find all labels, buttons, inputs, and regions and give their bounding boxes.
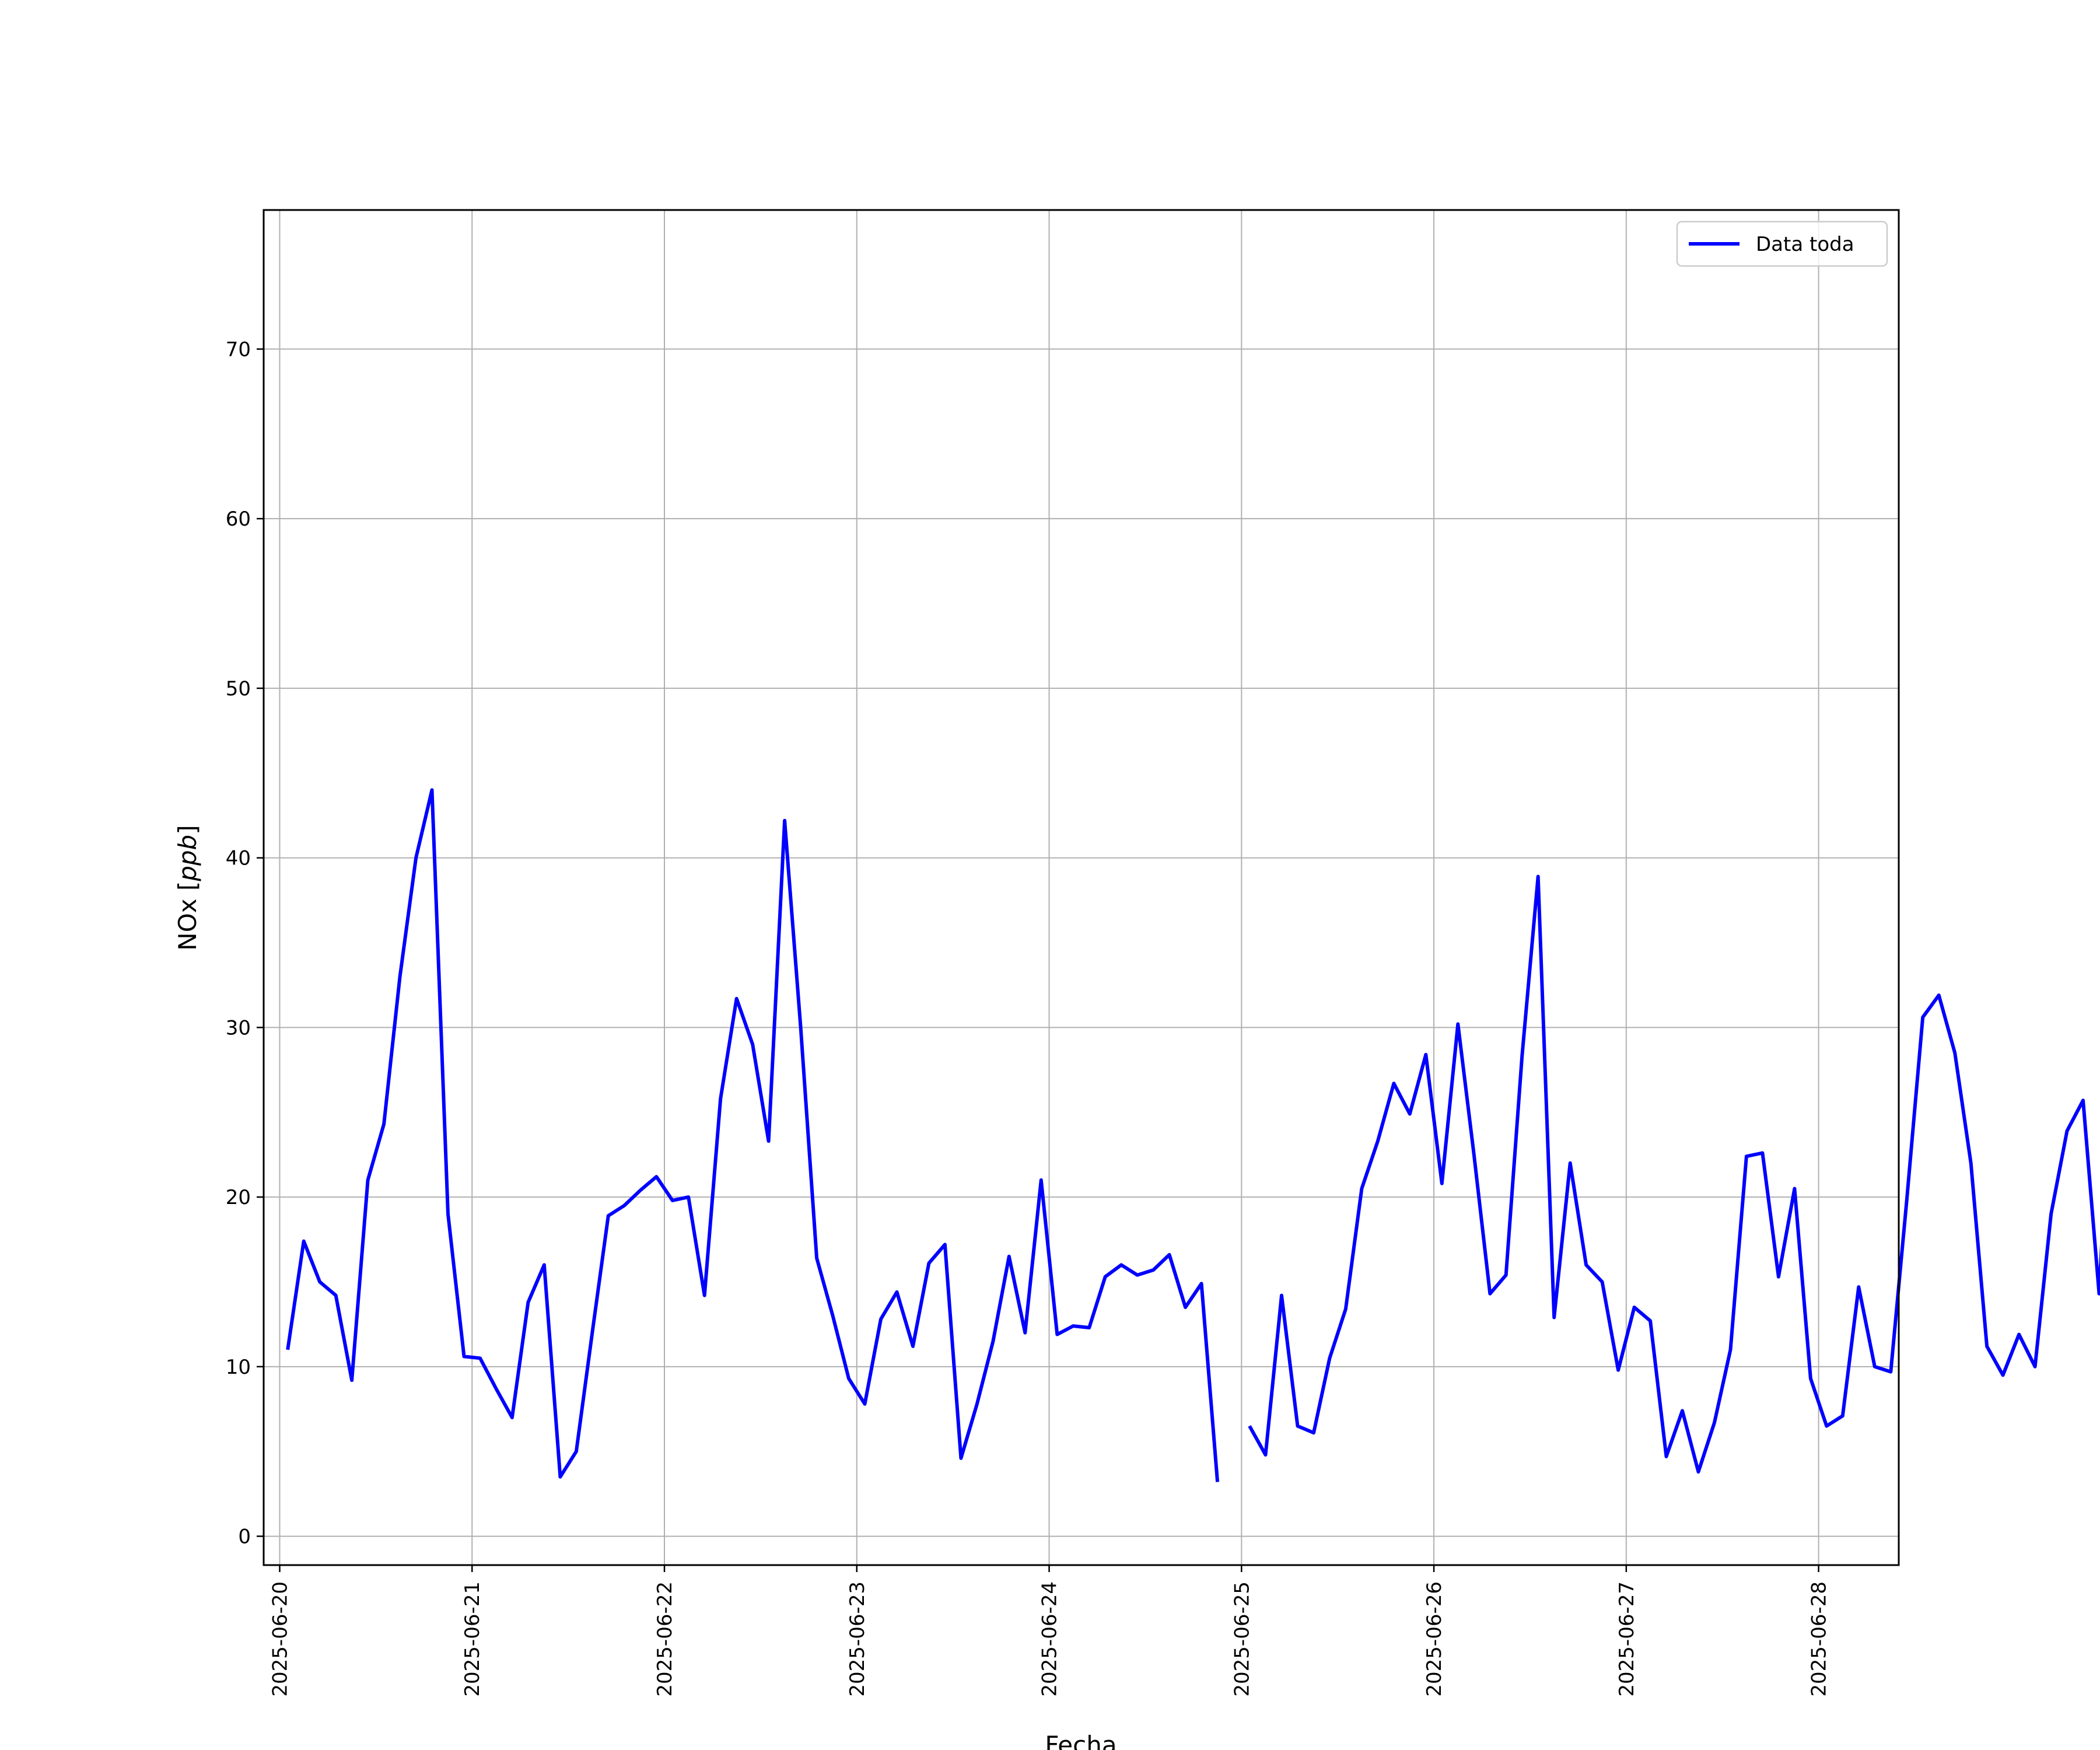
x-tick-label: 2025-06-22 (653, 1581, 677, 1697)
x-tick-label: 2025-06-28 (1808, 1581, 1831, 1697)
legend-label: Data toda (1756, 233, 1854, 256)
series-line-0 (286, 788, 2100, 1482)
grid (264, 210, 1899, 1565)
y-tick-label: 10 (226, 1356, 251, 1379)
y-axis-label-close: ] (173, 825, 202, 834)
x-tick-label: 2025-06-20 (268, 1581, 292, 1697)
y-axis-label-main: NOx [ (173, 881, 202, 951)
x-tick-label: 2025-06-25 (1230, 1581, 1254, 1697)
y-axis-label-unit: ppb (173, 835, 202, 882)
y-tick-label: 30 (226, 1016, 251, 1040)
legend: Data toda (1676, 220, 1888, 267)
y-tick-label: 20 (226, 1186, 251, 1209)
x-tick-label: 2025-06-21 (461, 1581, 484, 1697)
plot-frame (262, 209, 1900, 1566)
x-axis-label: Fecha (1045, 1731, 1116, 1750)
y-axis-label: NOx [ppb] (173, 825, 202, 950)
y-tick-label: 70 (226, 338, 251, 361)
x-tick-label: 2025-06-23 (846, 1581, 869, 1697)
y-tick-label: 40 (226, 847, 251, 870)
y-tick-label: 60 (226, 508, 251, 531)
ticks: 0 10 20 30 40 50 60 70 2025-06-20 2025-06-21 2025-… (226, 338, 1831, 1696)
x-tick-label: 2025-06-27 (1615, 1581, 1639, 1697)
y-tick-label: 50 (226, 677, 251, 701)
series-layer (286, 788, 2100, 1482)
x-tick-label: 2025-06-24 (1038, 1581, 1062, 1697)
legend-box (1676, 220, 1888, 267)
y-tick-label: 0 (238, 1525, 251, 1549)
x-tick-label: 2025-06-26 (1423, 1581, 1446, 1697)
